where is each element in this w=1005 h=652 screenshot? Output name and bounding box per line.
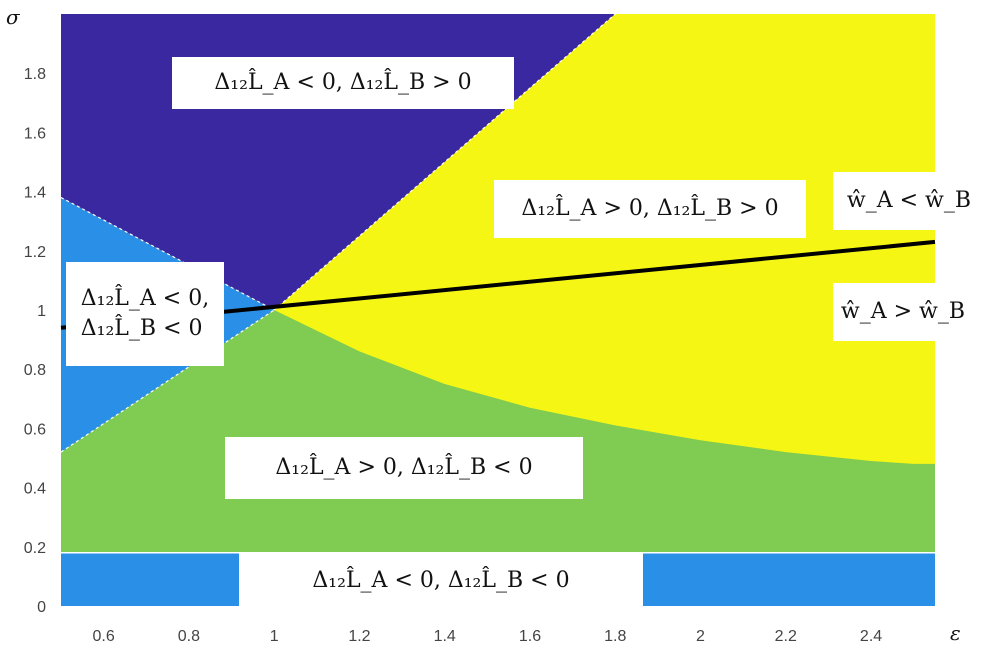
boundary-layer	[60, 13, 935, 554]
x-tick-label-2: 1	[270, 628, 279, 645]
region-label-bottom-blue: Δ₁₂L̂_A < 0, Δ₁₂L̂_B < 0	[239, 553, 643, 608]
x-tick-label-3: 1.2	[348, 628, 370, 645]
y-tick-label-1: 0.2	[24, 540, 46, 557]
y-tick-label-5: 1	[37, 303, 46, 320]
x-tick-label-1: 0.8	[178, 628, 200, 645]
region-label-yellow: Δ₁₂L̂_A > 0, Δ₁₂L̂_B > 0	[494, 180, 806, 238]
x-axis-label: ε	[950, 621, 961, 645]
boundary-green-left	[60, 309, 275, 453]
y-tick-label-6: 1.2	[24, 244, 46, 261]
x-tick-label-9: 2.4	[860, 628, 882, 645]
x-tick-label-7: 2	[696, 628, 705, 645]
y-tick-label-9: 1.8	[24, 66, 46, 83]
y-tick-label-8: 1.6	[24, 125, 46, 142]
y-tick-label-2: 0.4	[24, 481, 46, 498]
region-label-purple: Δ₁₂L̂_A < 0, Δ₁₂L̂_B > 0	[172, 57, 514, 109]
x-tick-label-6: 1.8	[604, 628, 626, 645]
y-tick-label-4: 0.8	[24, 362, 46, 379]
y-axis-label: σ	[6, 5, 21, 29]
region-label-left-blue: Δ₁₂L̂_A < 0, Δ₁₂L̂_B < 0	[66, 262, 224, 366]
y-tick-label-7: 1.4	[24, 185, 46, 202]
y-tick-label-3: 0.6	[24, 421, 46, 438]
x-tick-layer: 0.6 0.8 1 1.2 1.4 1.6 1.8 2 2.2 2.4	[93, 628, 883, 645]
y-tick-label-0: 0	[37, 599, 46, 616]
y-tick-layer: 0 0.2 0.4 0.6 0.8 1 1.2 1.4 1.6 1.8	[24, 66, 46, 616]
w-comparison-above-label: ŵ_A < ŵ_B	[833, 172, 985, 230]
x-tick-label-0: 0.6	[93, 628, 115, 645]
x-tick-label-8: 2.2	[775, 628, 797, 645]
x-tick-label-4: 1.4	[434, 628, 456, 645]
x-tick-label-5: 1.6	[519, 628, 541, 645]
boundary-purple-left	[60, 196, 275, 311]
region-label-green: Δ₁₂L̂_A > 0, Δ₁₂L̂_B < 0	[225, 437, 583, 499]
w-comparison-below-label: ŵ_A > ŵ_B	[833, 283, 973, 341]
